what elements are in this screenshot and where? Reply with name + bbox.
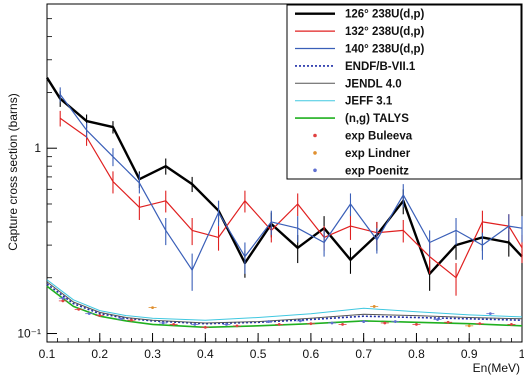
series-line [46,285,523,329]
scatter-point [383,321,387,325]
series-line [46,281,523,324]
legend-label: 132° 238U(d,p) [345,26,425,38]
scatter-point [235,324,239,328]
scatter-point [203,325,207,329]
x-tick-label: 0.3 [144,347,161,361]
x-axis-label: En(MeV) [473,361,520,375]
legend-label: 140° 238U(d,p) [345,44,425,56]
scatter-point [298,319,302,323]
series-line [46,279,523,321]
x-tick-label: 0.6 [303,347,320,361]
scatter-point [61,296,65,300]
scatter-point [87,312,91,316]
scatter-point [446,320,450,324]
scatter-point [172,322,176,326]
legend-label: JEFF 3.1 [345,96,393,108]
scatter-point [436,318,439,321]
scatter-point [372,305,376,308]
x-tick-label: 0.8 [408,347,425,361]
scatter-point [415,322,418,326]
x-tick-label: 0.4 [197,347,214,361]
y-axis-label: Capture cross section (barns) [6,93,20,250]
scatter-point [341,322,344,326]
scatter-point [119,317,123,321]
scatter-point [362,320,366,323]
scatter-point [478,322,482,326]
legend-swatch [313,133,317,138]
scatter-point [510,322,513,326]
scatter-point [488,312,492,316]
legend-label: exp Lindner [345,148,411,160]
scatter-point [161,321,165,325]
legend-swatch [313,168,317,173]
legend-label: JENDL 4.0 [345,78,402,90]
legend-label: (n,g) TALYS [345,113,409,125]
scatter-point [393,320,397,323]
x-tick-label: 0.7 [355,347,372,361]
scatter-point [467,324,471,328]
legend-label: 126° 238U(d,p) [345,9,425,21]
plot-frame [46,3,523,343]
y-tick-label: 10⁻¹ [17,327,41,341]
x-tick-label: 0.2 [91,347,108,361]
x-tick-label: 0.9 [461,347,478,361]
x-tick-label: 0.5 [250,347,267,361]
scatter-point [61,299,65,303]
scatter-point [225,322,228,326]
scatter-point [267,320,271,323]
scatter-point [309,322,313,326]
scatter-point [77,307,81,311]
scatter-point [193,322,197,326]
legend-swatch [313,151,317,155]
series-line [45,77,523,275]
y-tick-label: 1 [34,141,41,155]
scatter-point [130,318,133,322]
legend-label: ENDF/B-VII.1 [345,61,416,73]
x-tick-label: 0.1 [39,347,56,361]
legend-label: exp Buleeva [345,131,413,143]
legend-box [286,4,522,180]
scatter-point [277,322,281,326]
series-line [46,283,523,325]
scatter-point [151,306,154,309]
scatter-point [330,321,334,325]
x-tick-label: 1 [519,347,524,361]
scatter-point [98,314,102,317]
legend-label: exp Poenitz [345,165,409,177]
